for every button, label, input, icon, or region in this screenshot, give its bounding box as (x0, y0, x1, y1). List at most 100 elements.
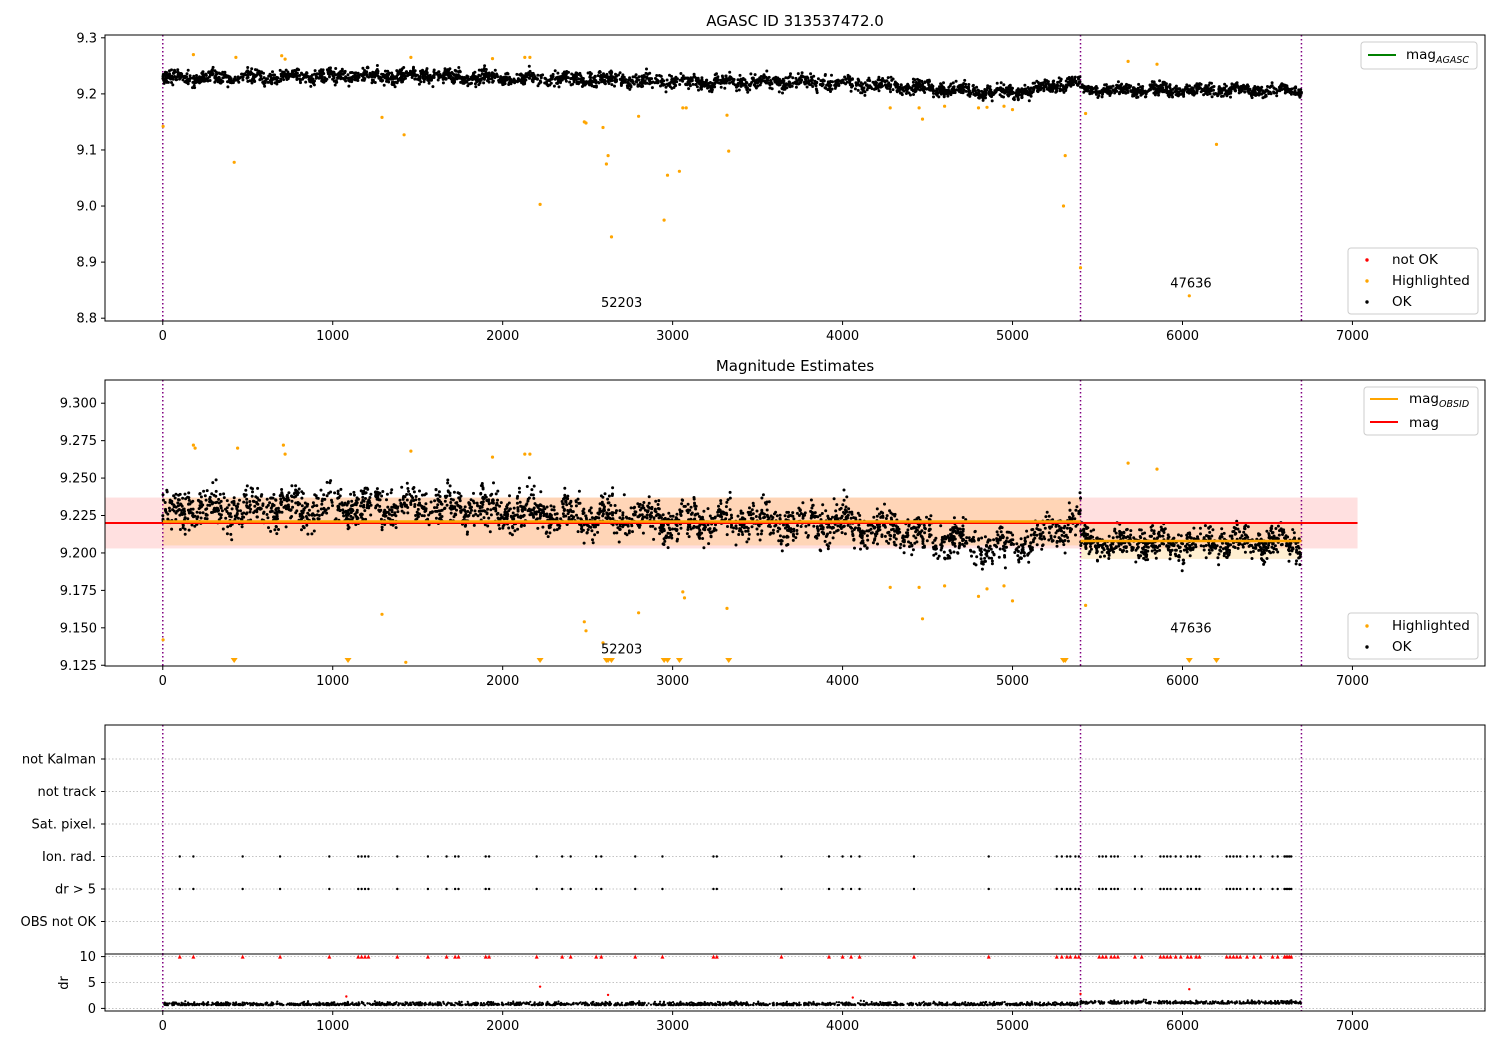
panel2-ok-point (725, 513, 729, 517)
panel2-ok-point (294, 484, 298, 488)
panel1-ok-point (689, 76, 693, 80)
panel1-ok-point (196, 80, 200, 84)
panel1-ok-point (896, 83, 900, 86)
panel1-ok-point (902, 89, 906, 93)
panel2-ok-point (456, 491, 460, 495)
panel1-ok-point (1209, 89, 1213, 93)
panel2-ok-point (1068, 508, 1072, 512)
panel1-ok-point (716, 75, 720, 79)
panel1-ok-point (312, 80, 316, 84)
panel2-ok-point (893, 514, 897, 518)
panel2-ok-point (1038, 536, 1042, 540)
panel1-ok-point (1293, 89, 1297, 93)
panel1-ok-point (362, 76, 366, 80)
panel1-ok-point (328, 75, 331, 79)
panel1-ok-point (1043, 78, 1047, 82)
panel1-highlighted-point (1010, 108, 1015, 112)
panel1-ok-point (990, 95, 993, 99)
panel2-ok-point (888, 509, 892, 513)
panel1-ok-point (650, 86, 654, 90)
panel2-ok-point (473, 509, 477, 513)
panel1-ok-point (214, 74, 218, 78)
panel2-ok-point (961, 524, 965, 528)
panel1-ok-point (809, 78, 813, 82)
panel1-ok-point (498, 78, 502, 82)
panel2-ok-point (902, 544, 906, 548)
panel1-ok-point (347, 77, 351, 81)
panel1-ok-point (321, 68, 325, 72)
panel2-ok-point (605, 512, 609, 516)
panel1-highlighted-point (1214, 142, 1219, 146)
panel1-ok-point (322, 80, 326, 84)
panel1-ok-point (572, 74, 576, 78)
panel1-ok-point (969, 92, 972, 96)
panel1-ok-point (375, 69, 379, 73)
panel1-ok-point (380, 79, 384, 83)
panel2-ok-point (349, 492, 353, 496)
panel1-ok-point (876, 78, 880, 82)
panel1-ok-point (731, 82, 735, 86)
panel2-ok-point (927, 517, 931, 521)
panel1-ok-point (396, 79, 400, 83)
panel1-ok-point (227, 77, 231, 81)
panel1-ok-point (1108, 94, 1112, 97)
panel1-ok-point (176, 68, 180, 72)
panel2-ok-point (519, 504, 523, 508)
panel1-ok-point (1033, 81, 1036, 85)
panel2-ok-point (221, 527, 225, 531)
panel2-ok-point (437, 490, 441, 494)
panel1-ok-point (738, 73, 742, 77)
panel1-ok-point (932, 95, 935, 99)
panel1-ok-point (1284, 88, 1288, 92)
panel1-ok-point (964, 82, 968, 86)
panel1-ok-point (395, 76, 399, 80)
panel2-ok-point (525, 485, 529, 488)
panel1-ok-point (814, 87, 818, 91)
panel1-ok-point (640, 78, 644, 82)
panel1-ok-point (275, 80, 279, 84)
panel2-ok-point (256, 486, 260, 490)
panel2-ok-point (759, 532, 763, 536)
panel1-highlighted-point (1126, 59, 1130, 64)
panel1-ok-point (871, 80, 875, 84)
panel1-ok-point (180, 72, 184, 76)
panel1-ok-point (659, 74, 663, 78)
legend-ok-label: OK (1392, 294, 1413, 310)
panel1-ok-point (736, 82, 740, 86)
panel1-ok-point (722, 81, 726, 85)
panel1-ok-point (918, 82, 922, 86)
panel1-ok-point (1020, 93, 1023, 97)
panel1-ok-point (784, 76, 788, 80)
panel1-ok-point (278, 68, 282, 72)
panel2-ok-point (1007, 530, 1011, 534)
panel2-ok-point (737, 533, 741, 536)
panel1-legend-bottom: not OK Highlighted OK (1347, 247, 1479, 315)
panel2-ok-point (988, 544, 992, 548)
panel1-ok-point (1161, 80, 1165, 84)
panel2-ok-point (622, 493, 626, 497)
panel2-ok-point (1070, 512, 1074, 516)
panel1-ok-point (898, 91, 902, 95)
panel2-ok-point (1078, 491, 1082, 495)
panel1-ok-point (1076, 75, 1080, 79)
panel2-ok-point (979, 557, 983, 561)
panel2-ok-point (217, 497, 221, 501)
panel1-ok-point (241, 78, 245, 82)
panel1-ok-point (791, 81, 795, 85)
panel2-ok-point (730, 523, 733, 527)
panel1-ok-point (632, 82, 636, 86)
panel1-ok-point (221, 80, 225, 83)
panel1-ok-point (366, 66, 370, 70)
legend-not-ok-label: not OK (1392, 252, 1439, 268)
panel2-ok-point (687, 535, 691, 539)
panel1-ok-point (1239, 84, 1243, 88)
panel1-ok-point (746, 90, 750, 94)
panel1-ok-point (185, 81, 188, 84)
panel1-ok-point (914, 84, 918, 88)
panel2-ok-point (186, 517, 190, 521)
panel2-ok-point (187, 491, 191, 495)
panel2-ok-point (999, 530, 1003, 534)
panel1-ok-point (1070, 77, 1074, 80)
panel1-ok-point (1233, 88, 1237, 92)
